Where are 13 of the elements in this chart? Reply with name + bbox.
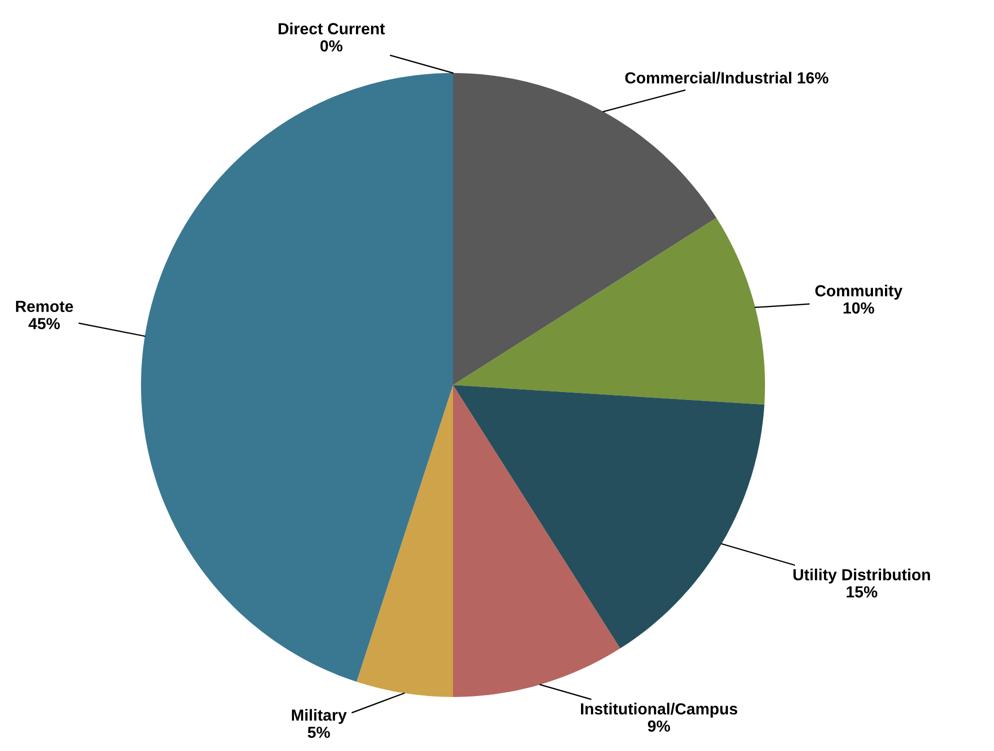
slice-label: Remote [16, 300, 74, 312]
data-label: 5% [308, 726, 330, 738]
slice-label: Commercial/Industrial 16% [625, 72, 828, 84]
text: 0% [320, 40, 342, 52]
data-label: 15% [846, 586, 878, 598]
data-label: 45% [28, 318, 60, 330]
data-label: 9% [648, 720, 670, 732]
category-label: Direct Current [278, 22, 385, 34]
slice-label: Utility Distribution [793, 568, 930, 584]
slice-label: Military [292, 709, 347, 724]
slice-label: Community [815, 284, 902, 300]
slice-label: Institutional/Campus [581, 702, 738, 718]
data-label: 10% [844, 302, 874, 314]
